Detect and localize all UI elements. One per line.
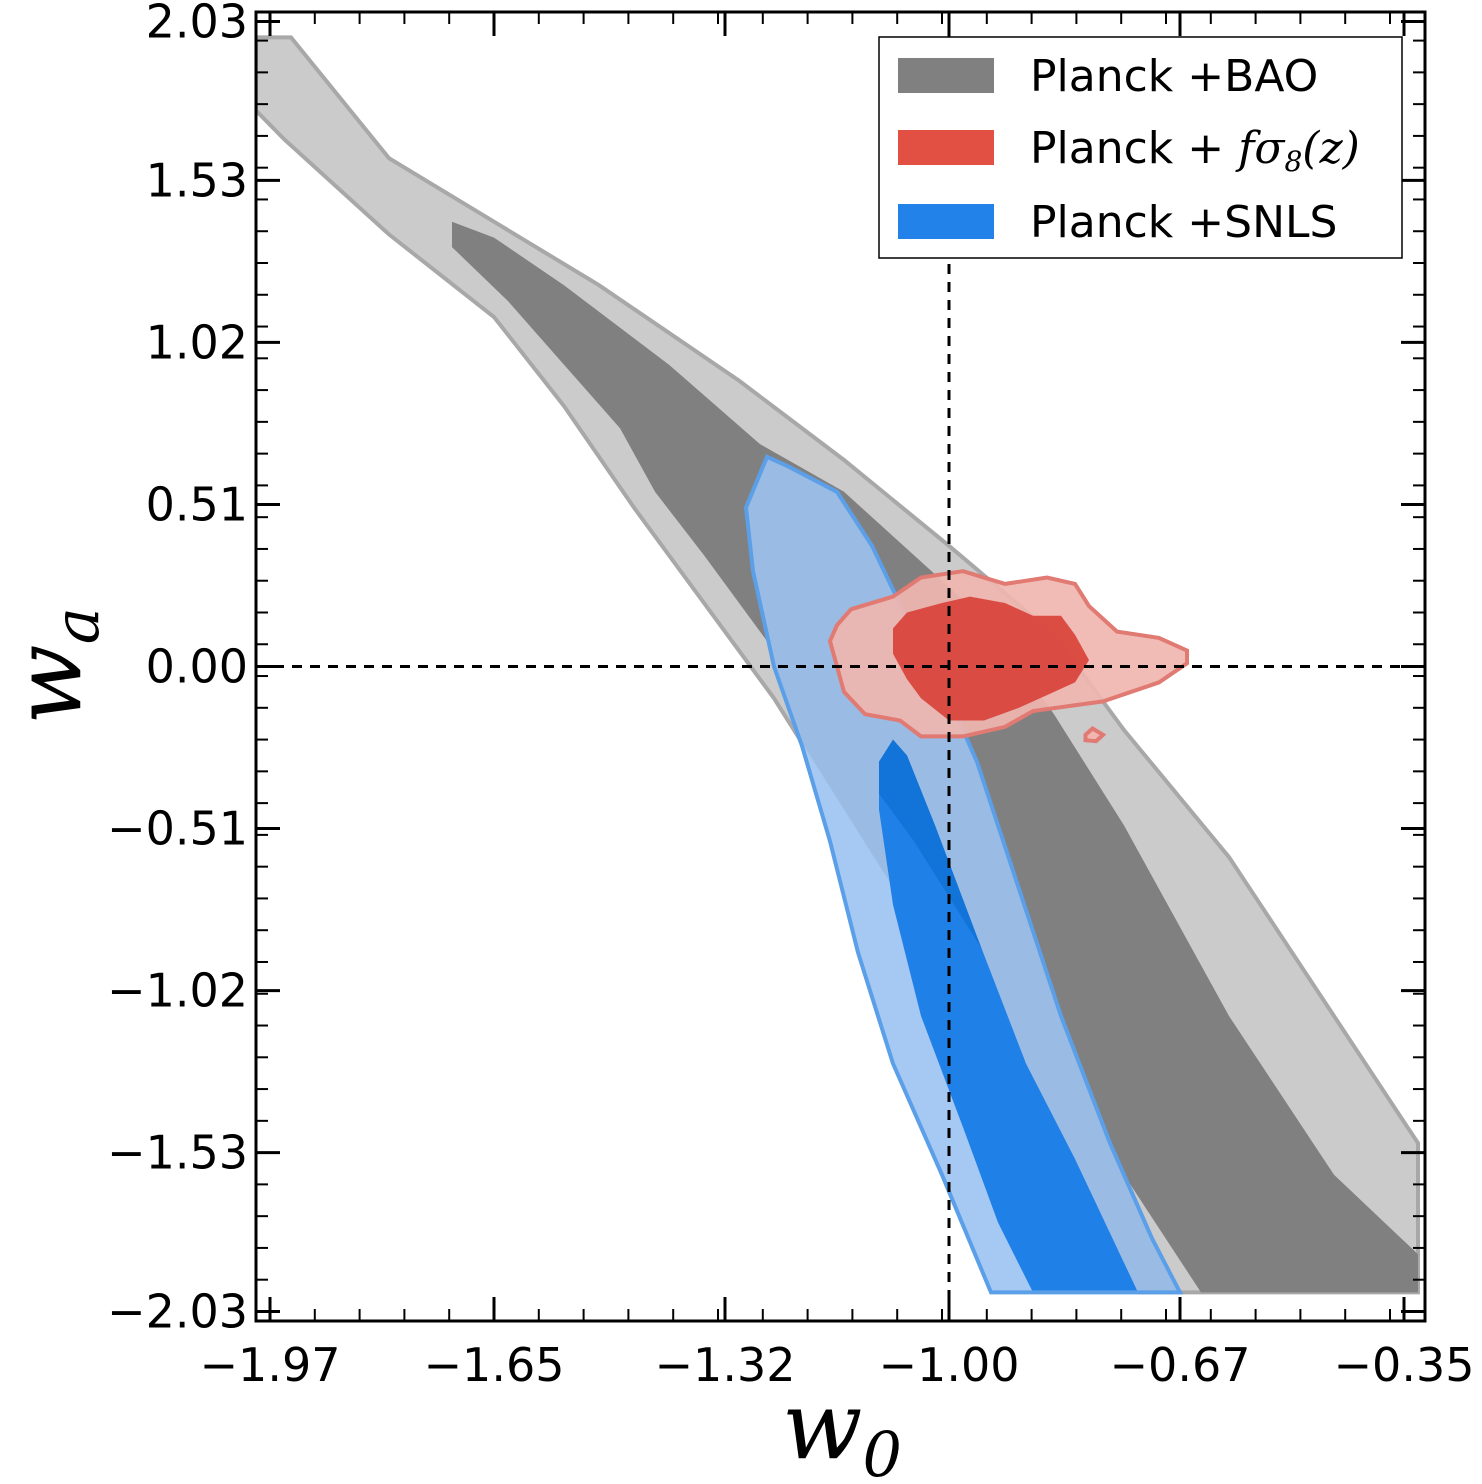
- legend-label-snls: Planck +SNLS: [1030, 197, 1337, 248]
- x-axis-label-base: w: [782, 1372, 862, 1481]
- legend-label-fsigma8-suffix: (z): [1302, 123, 1360, 174]
- legend-label-fsigma8: Planck + fσ8(z): [1030, 123, 1360, 178]
- x-tick-label: −0.35: [1334, 1338, 1475, 1392]
- x-axis-label-sub: 0: [863, 1418, 902, 1484]
- x-tick-label: −1.00: [879, 1338, 1020, 1392]
- y-tick-label: −1.53: [107, 1126, 248, 1180]
- legend-swatch-fsigma8: [898, 130, 994, 165]
- snls-inner-contour-overlap: [879, 739, 1138, 1293]
- x-axis-label: w0: [782, 1372, 902, 1484]
- y-tick-label: −2.03: [107, 1284, 248, 1338]
- legend-swatch-bao: [898, 58, 994, 93]
- x-tick-labels: −1.97 −1.65 −1.32 −1.00 −0.67 −0.35: [200, 1338, 1475, 1392]
- legend-label-bao: Planck +BAO: [1030, 51, 1318, 102]
- fsigma8-outer-island: [1083, 726, 1107, 744]
- x-tick-label: −1.65: [424, 1338, 565, 1392]
- y-tick-labels: 2.03 1.53 1.02 0.51 0.00 −0.51 −1.02 −1.53 −2.03: [107, 0, 248, 1338]
- y-axis-label-base: w: [0, 644, 103, 724]
- y-axis-label-sub: a: [40, 607, 113, 644]
- legend-label-fsigma8-sub: 8: [1284, 145, 1302, 178]
- snls-outer-edge: [743, 454, 1184, 1295]
- y-tick-label: 1.02: [146, 315, 248, 369]
- x-tick-label: −1.32: [655, 1338, 796, 1392]
- y-tick-label: 1.53: [146, 153, 248, 207]
- y-tick-label: 2.03: [146, 0, 248, 49]
- fsigma8-inner-contour: [893, 596, 1089, 721]
- y-tick-label: −1.02: [107, 964, 248, 1018]
- legend-swatch-snls: [898, 204, 994, 239]
- legend: Planck +BAO Planck + fσ8(z) Planck +SNLS: [878, 36, 1403, 259]
- y-tick-label: 0.51: [146, 477, 248, 531]
- y-axis-label: wa: [0, 607, 113, 724]
- legend-label-fsigma8-math: fσ: [1235, 123, 1286, 174]
- legend-label-fsigma8-prefix: Planck +: [1030, 123, 1238, 174]
- x-tick-label: −0.67: [1110, 1338, 1251, 1392]
- y-tick-label: −0.51: [107, 802, 248, 856]
- axis-ticks: [256, 12, 1425, 1321]
- x-tick-label: −1.97: [200, 1338, 341, 1392]
- y-tick-label: 0.00: [146, 640, 248, 694]
